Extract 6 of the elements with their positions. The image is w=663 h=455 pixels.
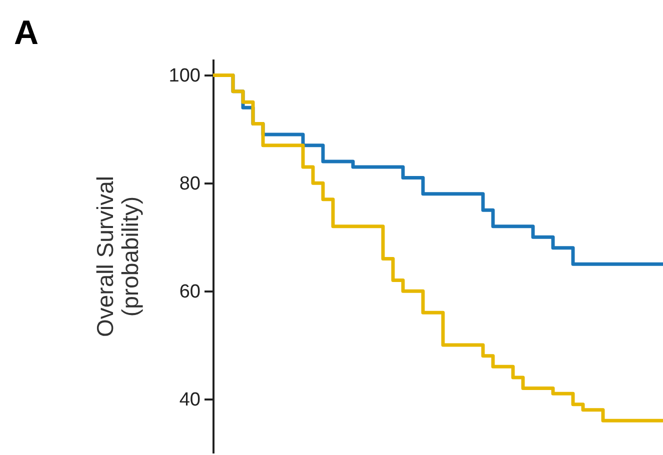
y-axis-title: Overall Survival (probability) xyxy=(92,176,143,338)
y-tick-label: 40 xyxy=(179,390,200,411)
chart-title: A xyxy=(14,14,39,53)
y-tick-label: 80 xyxy=(179,174,200,195)
y-tick-label: 100 xyxy=(168,66,200,87)
y-tick-label: 60 xyxy=(179,282,200,303)
